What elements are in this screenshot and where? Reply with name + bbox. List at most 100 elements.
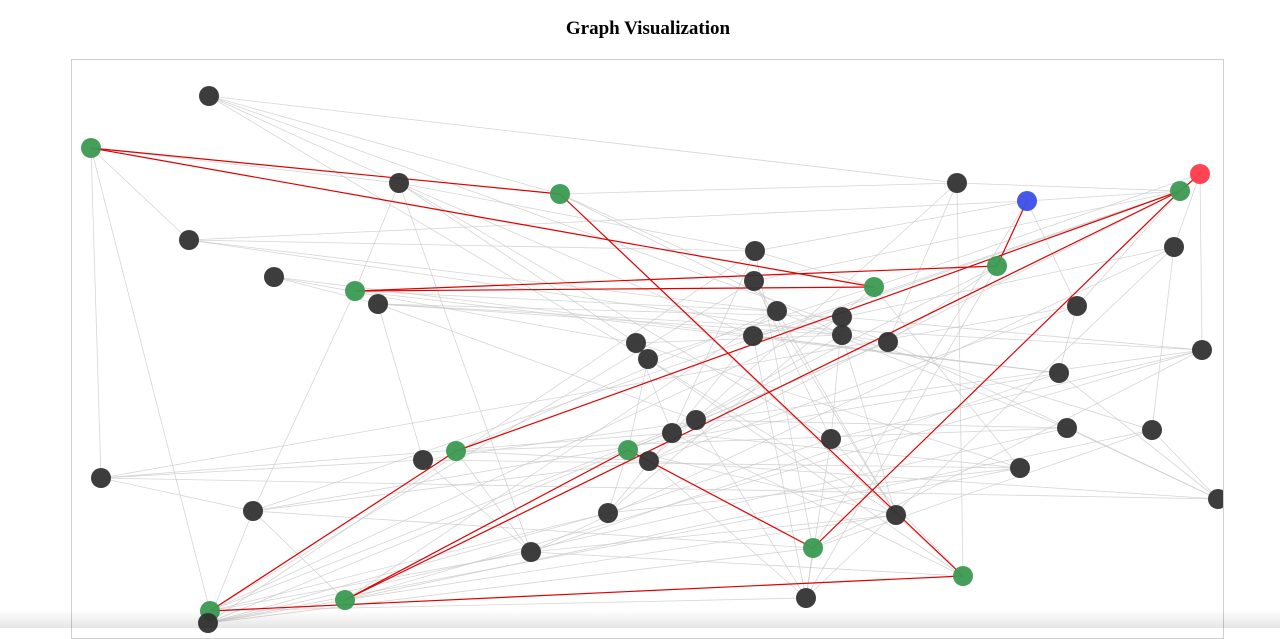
graph-edge [207,547,814,624]
graph-node[interactable] [1164,237,1184,257]
graph-node[interactable] [744,271,764,291]
path-edges-layer [90,147,1201,612]
path-node[interactable] [864,277,884,297]
start-node[interactable] [1017,191,1037,211]
graph-edge [805,438,832,599]
graph-edge [671,432,964,577]
graph-edge [841,334,897,516]
graph-edge [753,190,1181,282]
graph-edge [695,419,1068,429]
graph-edge [671,432,1021,469]
path-node[interactable] [446,441,466,461]
graph-edge [752,335,807,599]
graph-node[interactable] [1142,420,1162,440]
path-node[interactable] [345,281,365,301]
path-node[interactable] [335,590,355,610]
graph-edge [188,239,889,343]
graph-node[interactable] [767,301,787,321]
path-node[interactable] [81,138,101,158]
path-node[interactable] [803,538,823,558]
graph-edge [344,349,1203,601]
path-node[interactable] [1170,181,1190,201]
graph-node[interactable] [796,588,816,608]
graph-edge [100,459,424,479]
graph-edge [209,551,532,612]
graph-edge [207,250,756,624]
path-edge [344,190,1181,601]
graph-edge [559,193,755,282]
graph-node[interactable] [91,468,111,488]
graph-node[interactable] [638,349,658,369]
graph-node[interactable] [1010,458,1030,478]
graph-node[interactable] [662,423,682,443]
graph-edge [209,280,755,612]
graph-edge [627,358,649,451]
graph-node[interactable] [1057,418,1077,438]
graph-node[interactable] [1208,489,1224,509]
graph-edge [1058,305,1078,374]
graph-node[interactable] [368,294,388,314]
graph-edge [209,419,697,612]
graph-node[interactable] [243,501,263,521]
end-node[interactable] [1190,164,1210,184]
path-edge [354,286,875,292]
graph-node[interactable] [686,410,706,430]
graph-node[interactable] [1192,340,1212,360]
graph-node[interactable] [821,429,841,449]
graph-edge [252,372,1060,512]
graph-node[interactable] [878,332,898,352]
graph-edge [377,303,843,318]
path-edge [812,190,1181,549]
graph-node[interactable] [832,307,852,327]
graph-node[interactable] [745,241,765,261]
graph-edge [188,239,778,312]
graph-edge [100,432,673,479]
graph-edge [398,182,756,252]
graph-edge [754,200,1028,252]
graph-edge [530,372,1060,553]
graph-edge [647,286,875,360]
path-node[interactable] [550,184,570,204]
graph-edge [207,512,609,624]
graph-edge [354,290,778,312]
graph-edge [90,147,102,479]
graph-svg[interactable] [72,60,1224,639]
graph-node[interactable] [598,503,618,523]
graph-edge [671,250,756,434]
graph-node[interactable] [639,451,659,471]
graph-node[interactable] [413,450,433,470]
graph-node[interactable] [886,505,906,525]
graph-edge [1199,173,1203,351]
graph-edge [607,467,1021,514]
graph-node[interactable] [743,326,763,346]
graph-node[interactable] [264,267,284,287]
graph-edge [273,276,379,305]
graph-node[interactable] [1067,296,1087,316]
graph-node[interactable] [521,542,541,562]
graph-edge [530,514,897,553]
path-node[interactable] [618,440,638,460]
graph-edge [208,95,889,343]
graph-edge [1066,427,1219,500]
graph-node[interactable] [199,86,219,106]
graph-edge [252,290,356,512]
graph-node[interactable] [626,333,646,353]
graph-edge [207,341,889,624]
graph-node[interactable] [389,173,409,193]
graph-edge [805,265,998,599]
graph-node[interactable] [179,230,199,250]
graph-node[interactable] [832,325,852,345]
graph-edge [100,305,1078,479]
graph-edge [188,200,1028,241]
graph-node[interactable] [947,173,967,193]
path-node[interactable] [953,566,973,586]
graph-edge [1058,372,1219,500]
path-edge [455,190,1181,452]
nodes-layer [81,86,1224,633]
graph-node[interactable] [1049,363,1069,383]
graph-canvas[interactable] [71,59,1224,639]
graph-edge [841,316,1203,351]
graph-edge [607,335,754,514]
graph-edge [754,250,814,549]
path-node[interactable] [987,256,1007,276]
